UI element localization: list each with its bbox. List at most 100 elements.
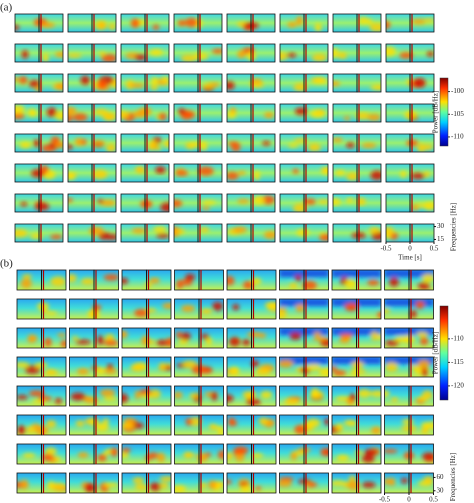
spectrogram-tile <box>174 327 224 349</box>
spectrogram-tile <box>279 13 329 33</box>
tile-blobs <box>237 195 275 205</box>
spectrogram-tile <box>16 414 67 436</box>
box-right <box>198 472 224 494</box>
box-right <box>144 103 170 123</box>
blob <box>237 198 250 204</box>
spectrogram-tile <box>332 163 382 183</box>
blob <box>227 275 235 286</box>
spectrogram-tile <box>226 472 277 494</box>
blob <box>332 370 347 376</box>
blob <box>232 304 240 311</box>
blob <box>418 282 431 290</box>
blob <box>102 367 118 375</box>
tile-image <box>122 415 171 435</box>
blob <box>423 18 434 23</box>
blob <box>29 80 41 88</box>
box-right <box>93 356 119 378</box>
tile-image <box>386 194 434 212</box>
tile-image <box>15 194 63 212</box>
blob <box>339 337 350 344</box>
blob <box>344 302 359 312</box>
box-right <box>250 103 276 123</box>
box-right <box>198 414 224 436</box>
blob <box>163 140 169 148</box>
blob <box>410 172 426 180</box>
box-right <box>250 13 276 33</box>
blob <box>110 447 119 457</box>
tile-image <box>121 194 169 212</box>
spectrogram-tile <box>174 472 224 494</box>
spectrogram-tile <box>332 133 382 153</box>
spectrogram-tile <box>69 443 119 465</box>
blob <box>130 18 140 29</box>
tile-blobs <box>174 480 224 493</box>
blob <box>339 333 353 339</box>
tile-blobs <box>81 481 119 493</box>
box-right <box>356 414 382 436</box>
spectrogram-tile <box>69 269 119 291</box>
blob <box>234 452 245 462</box>
tile-blobs <box>131 226 169 239</box>
box-right <box>356 133 382 153</box>
blob <box>46 420 57 428</box>
colorbar-tick-label: -105 <box>451 110 464 118</box>
spectrogram-tile <box>226 73 276 93</box>
box-right <box>303 472 329 494</box>
tile-image <box>280 44 328 62</box>
tile-blobs <box>68 106 116 122</box>
blob <box>370 170 381 181</box>
box-right <box>91 193 117 213</box>
blob <box>417 142 426 152</box>
tile-blobs <box>15 229 63 240</box>
tile-blobs <box>95 20 116 31</box>
spectrogram-tile <box>279 163 329 183</box>
tile-blobs <box>227 170 261 181</box>
box-right <box>144 43 170 63</box>
spectrogram-tile <box>120 163 170 183</box>
spectrogram-tile <box>385 13 435 33</box>
tile-image <box>17 357 66 377</box>
spectrogram-tile <box>69 414 119 436</box>
box-right <box>144 223 170 243</box>
blob <box>77 452 89 458</box>
spectrogram-tile <box>226 443 277 465</box>
spectrogram-tile <box>279 356 329 378</box>
freq-label: Frequencies [Hz] <box>449 453 457 501</box>
blob <box>346 172 359 181</box>
blob <box>310 388 319 398</box>
spectrogram-tile <box>226 298 277 320</box>
tile-image <box>227 386 276 406</box>
blob <box>211 48 222 54</box>
box-right <box>251 269 277 291</box>
blob <box>106 363 114 370</box>
spectrogram-tile <box>384 472 434 494</box>
time-tick-label: 0 <box>408 245 412 253</box>
blob <box>247 331 262 338</box>
box-right <box>408 356 434 378</box>
tile-blobs <box>333 137 377 149</box>
blob <box>336 454 349 461</box>
blob <box>71 336 79 341</box>
blob <box>384 308 391 314</box>
time-tick-label: 0.5 <box>429 496 438 503</box>
blob <box>100 199 116 207</box>
box-right <box>251 327 277 349</box>
blob <box>80 75 90 85</box>
blob <box>423 476 434 484</box>
tile-image <box>227 270 276 290</box>
time-tick-label: 0 <box>407 496 411 503</box>
tile-image <box>17 473 66 493</box>
blob <box>416 331 429 338</box>
blob <box>39 165 49 174</box>
blob <box>42 53 49 62</box>
tile-blobs <box>335 389 381 406</box>
blob <box>134 308 149 318</box>
blob <box>384 390 390 398</box>
tile-blobs <box>386 226 399 240</box>
blob <box>202 206 211 211</box>
blob <box>34 202 50 211</box>
blob <box>38 396 53 402</box>
box-right <box>303 327 329 349</box>
box-right <box>303 414 329 436</box>
blob <box>50 234 63 240</box>
